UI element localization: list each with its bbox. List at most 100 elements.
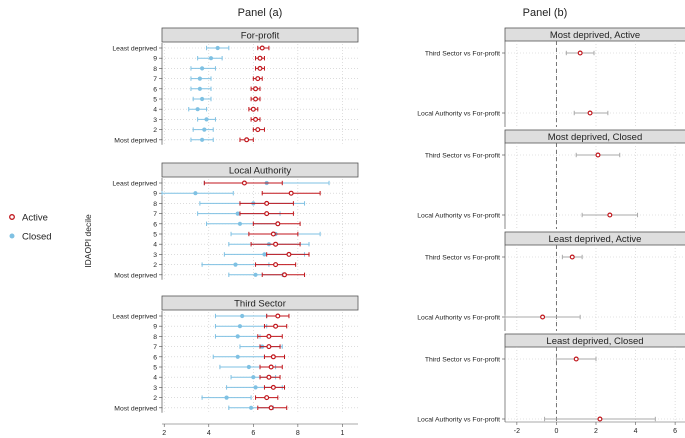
point-active [266, 374, 272, 380]
x-tick-label: 4 [207, 430, 211, 437]
facet-third-sector: Third Sector Least deprived 9 8 7 6 5 4 3 2 Most d… [112, 295, 359, 413]
category-tick-label: 6 [153, 86, 157, 93]
point-active [273, 323, 279, 329]
x-tick-label: 6 [251, 430, 255, 437]
facet-most-deprived-active: Most deprived, Active Third Sector vs For… [417, 27, 685, 127]
category-tick-label: 7 [153, 211, 157, 218]
category-tick-label: Local Authority vs For-profit [417, 417, 500, 424]
category-tick-label: Third Sector vs For-profit [425, 255, 500, 262]
point-closed [202, 127, 207, 132]
point-active [270, 354, 276, 360]
point-estimate [595, 152, 601, 158]
legend-marker-active [9, 214, 15, 220]
category-tick-label: 3 [153, 385, 157, 392]
point-estimate [597, 416, 603, 422]
point-active [253, 116, 259, 122]
point-closed [199, 66, 205, 71]
point-active [250, 106, 256, 112]
facet-title: Most deprived, Active [550, 30, 640, 41]
point-closed [262, 252, 267, 257]
point-closed [215, 45, 220, 51]
facet-strip [161, 295, 359, 311]
point-active [266, 333, 272, 339]
point-closed [240, 313, 245, 319]
legend: Active Closed [9, 213, 52, 243]
point-active [257, 65, 263, 71]
point-active [264, 200, 270, 206]
panel-a: Panel (a) For-profit Least deprived 9 8 7 6 5 4 3… [112, 7, 359, 437]
category-tick-label: Least deprived [112, 181, 157, 188]
x-tick-label: 0 [554, 428, 558, 435]
category-tick-label: 5 [153, 97, 157, 104]
point-active [273, 241, 279, 247]
point-active [275, 313, 281, 319]
facet-title: For-profit [241, 31, 280, 42]
category-tick-label: 8 [153, 66, 157, 73]
legend-label-closed: Closed [22, 232, 52, 243]
point-active [255, 127, 261, 133]
category-tick-label: 4 [153, 375, 157, 382]
point-closed [197, 76, 202, 81]
point-estimate [577, 50, 583, 56]
point-active [241, 180, 247, 186]
point-active [288, 190, 294, 196]
point-closed [235, 334, 240, 339]
panel-b: Panel (b) Most deprived, Active Third Sect… [417, 7, 685, 435]
series-active [255, 313, 290, 411]
category-tick-label: 9 [153, 56, 157, 63]
x-tick-label: 2 [594, 428, 598, 435]
facet-title: Least deprived, Closed [546, 336, 643, 347]
point-closed [208, 56, 214, 61]
category-tick-label: 3 [153, 117, 157, 124]
point-active [259, 45, 265, 51]
category-tick-label: 6 [153, 221, 157, 228]
point-closed [224, 395, 229, 400]
point-closed [237, 324, 243, 329]
category-tick-label: 4 [153, 107, 157, 114]
point-closed [199, 137, 205, 142]
category-tick-label: 7 [153, 344, 157, 351]
category-tick-label: 7 [153, 76, 157, 83]
point-active [266, 344, 272, 350]
category-tick-label: 8 [153, 334, 157, 341]
category-tick-label: Local Authority vs For-profit [417, 111, 500, 118]
point-active [270, 384, 276, 390]
facet-least-deprived-active: Least deprived, Active Third Sector vs Fo… [417, 231, 685, 331]
category-tick-label: Third Sector vs For-profit [425, 153, 500, 160]
category-tick-label: Local Authority vs For-profit [417, 213, 500, 220]
point-estimate [573, 356, 579, 362]
category-tick-label: 5 [153, 365, 157, 372]
point-active [244, 137, 250, 143]
point-active [264, 211, 270, 217]
point-closed [253, 272, 258, 277]
category-tick-label: 4 [153, 242, 157, 249]
point-active [273, 262, 279, 268]
point-estimate [569, 254, 575, 260]
facet-title: Least deprived, Active [549, 234, 642, 245]
series-active [203, 180, 321, 278]
category-tick-label: 5 [153, 232, 157, 239]
x-tick-label: 4 [634, 428, 638, 435]
legend-marker-closed [9, 233, 15, 239]
point-closed [253, 385, 258, 390]
point-closed [246, 364, 251, 370]
point-active [255, 76, 261, 82]
category-tick-label: Third Sector vs For-profit [425, 357, 500, 364]
facet-local-authority: Local Authority Least deprived 9 8 7 6 5 4 3 2 Mos… [112, 162, 359, 280]
point-estimate [587, 110, 593, 116]
point-closed [197, 86, 202, 91]
point-active [253, 86, 259, 92]
series-closed [201, 313, 283, 410]
category-tick-label: 9 [153, 324, 157, 331]
point-active [264, 395, 270, 401]
x-tick-label: 1 [340, 430, 344, 437]
point-closed [199, 96, 205, 102]
category-tick-label: Third Sector vs For-profit [425, 51, 500, 58]
category-tick-label: 2 [153, 127, 157, 134]
category-tick-label: 6 [153, 354, 157, 361]
category-tick-label: Most deprived [114, 272, 157, 279]
category-tick-label: Most deprived [114, 137, 157, 144]
point-closed [251, 375, 256, 380]
panel-b-title: Panel (b) [523, 7, 568, 19]
